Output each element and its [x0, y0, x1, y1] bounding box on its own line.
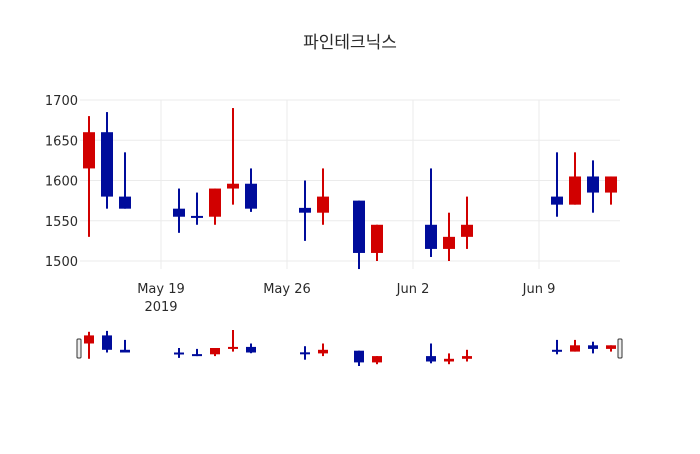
candle-body — [318, 349, 328, 354]
candle-body — [462, 356, 472, 359]
candle-increasing[interactable] — [210, 348, 220, 357]
candle-decreasing[interactable] — [191, 192, 203, 225]
candle-increasing[interactable] — [443, 212, 455, 261]
candle-body — [443, 236, 455, 249]
candle-decreasing[interactable] — [354, 350, 364, 366]
y-tick-label: 1650 — [45, 134, 78, 149]
candle-body — [83, 132, 95, 169]
candle-body — [102, 335, 112, 350]
x-tick-label: May 19 — [137, 282, 185, 297]
candle-body — [317, 196, 329, 213]
candle-increasing[interactable] — [317, 168, 329, 225]
candle-body — [173, 208, 185, 217]
candle-body — [372, 356, 382, 363]
x-tick-sublabel: 2019 — [144, 300, 177, 315]
candle-increasing[interactable] — [228, 330, 238, 352]
candle-body — [174, 352, 184, 355]
range-slider[interactable] — [76, 330, 623, 366]
candle-body — [353, 200, 365, 253]
candle-body — [354, 350, 364, 363]
candle-increasing[interactable] — [461, 196, 473, 249]
candle-increasing[interactable] — [372, 356, 382, 365]
x-tick-label: May 26 — [263, 282, 311, 297]
candle-body — [569, 176, 581, 205]
y-tick-label: 1600 — [45, 175, 78, 190]
x-tick-label: Jun 9 — [522, 282, 556, 297]
candle-decreasing[interactable] — [101, 112, 113, 209]
candle-body — [119, 196, 131, 209]
candle-body — [588, 345, 598, 349]
candle-body — [444, 358, 454, 362]
candle-decreasing[interactable] — [552, 339, 562, 355]
candle-decreasing[interactable] — [174, 348, 184, 358]
candle-body — [84, 335, 94, 344]
candle-body — [551, 196, 563, 205]
candle-increasing[interactable] — [371, 224, 383, 261]
candle-body — [210, 348, 220, 355]
candle-body — [191, 215, 203, 218]
candle-increasing[interactable] — [84, 331, 94, 359]
candle-increasing[interactable] — [83, 116, 95, 237]
candle-decreasing[interactable] — [587, 160, 599, 213]
candle-decreasing[interactable] — [120, 339, 130, 353]
candle-body — [371, 224, 383, 253]
candle-body — [425, 224, 437, 249]
candle-increasing[interactable] — [570, 339, 580, 352]
candle-body — [299, 207, 311, 213]
candle-decreasing[interactable] — [245, 168, 257, 212]
candle-body — [461, 224, 473, 237]
candle-decreasing[interactable] — [300, 346, 310, 360]
y-tick-label: 1500 — [45, 255, 78, 270]
candle-body — [570, 345, 580, 352]
candle-body — [209, 188, 221, 217]
gridlines — [80, 99, 620, 269]
candle-body — [245, 183, 257, 209]
candle-body — [606, 345, 616, 349]
candle-increasing[interactable] — [569, 152, 581, 205]
candle-increasing[interactable] — [606, 345, 616, 352]
candle-body — [192, 354, 202, 357]
candle-increasing[interactable] — [318, 343, 328, 357]
candles[interactable] — [83, 108, 617, 270]
candle-increasing[interactable] — [444, 353, 454, 365]
candle-decreasing[interactable] — [102, 330, 112, 353]
candle-body — [101, 132, 113, 197]
candle-body — [605, 176, 617, 193]
candle-body — [246, 346, 256, 353]
candle-body — [552, 349, 562, 352]
y-tick-label: 1550 — [45, 215, 78, 230]
candle-decreasing[interactable] — [426, 343, 436, 364]
candle-body — [587, 176, 599, 193]
range-slider-right-handle[interactable] — [617, 338, 623, 359]
candle-decreasing[interactable] — [246, 343, 256, 354]
candle-decreasing[interactable] — [588, 341, 598, 354]
candle-decreasing[interactable] — [299, 180, 311, 241]
candle-decreasing[interactable] — [425, 168, 437, 257]
candle-decreasing[interactable] — [173, 188, 185, 233]
candle-body — [228, 346, 238, 349]
candle-body — [300, 352, 310, 355]
x-tick-label: Jun 2 — [396, 282, 430, 297]
chart-title: 파인테크닉스 — [303, 33, 397, 53]
x-axis: May 19 2019 May 26 Jun 2 Jun 9 — [137, 282, 555, 315]
candle-decreasing[interactable] — [192, 348, 202, 357]
y-axis: 1500 1550 1600 1650 1700 — [45, 94, 78, 270]
candle-decreasing[interactable] — [119, 152, 131, 209]
candle-body — [426, 356, 436, 362]
candle-decreasing[interactable] — [551, 152, 563, 217]
y-tick-label: 1700 — [45, 94, 78, 109]
candle-increasing[interactable] — [462, 349, 472, 362]
candle-increasing[interactable] — [605, 176, 617, 205]
candle-decreasing[interactable] — [353, 200, 365, 270]
candle-increasing[interactable] — [209, 188, 221, 225]
candle-body — [227, 183, 239, 189]
candle-increasing[interactable] — [227, 108, 239, 205]
candle-body — [120, 349, 130, 353]
range-slider-left-handle[interactable] — [76, 338, 82, 359]
